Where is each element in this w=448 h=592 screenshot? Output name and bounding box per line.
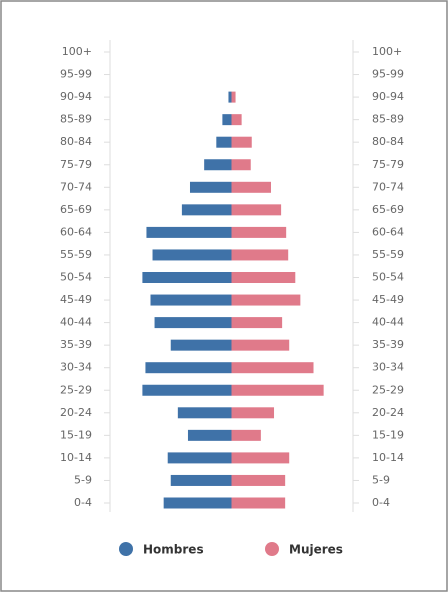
y-tick-label: 35-39 bbox=[60, 338, 92, 351]
bar bbox=[189, 181, 232, 193]
y-tick-label: 5-9 bbox=[372, 473, 390, 486]
bar bbox=[154, 317, 232, 329]
y-tick-label: 80-84 bbox=[60, 135, 92, 148]
y-tick-label: 30-34 bbox=[372, 361, 404, 374]
bar bbox=[231, 362, 314, 374]
y-tick-label: 95-99 bbox=[60, 68, 92, 81]
bar bbox=[181, 204, 232, 216]
bar bbox=[231, 497, 286, 509]
bar bbox=[167, 452, 232, 464]
bar bbox=[150, 294, 232, 306]
y-tick-label: 35-39 bbox=[372, 338, 404, 351]
y-tick-label: 90-94 bbox=[372, 90, 404, 103]
bar bbox=[152, 249, 232, 261]
y-tick-label: 10-14 bbox=[372, 451, 404, 464]
y-tick-label: 45-49 bbox=[60, 293, 92, 306]
y-tick-label: 50-54 bbox=[372, 271, 404, 284]
bar bbox=[146, 226, 232, 238]
y-tick-label: 40-44 bbox=[372, 316, 404, 329]
y-tick-label: 0-4 bbox=[372, 496, 390, 509]
bar bbox=[216, 136, 232, 148]
y-tick-label: 70-74 bbox=[60, 180, 92, 193]
y-tick-label: 90-94 bbox=[60, 90, 92, 103]
y-tick-label: 100+ bbox=[372, 45, 402, 58]
y-tick-label: 65-69 bbox=[372, 203, 404, 216]
bar bbox=[170, 339, 232, 351]
y-tick-label: 25-29 bbox=[60, 383, 92, 396]
bar bbox=[231, 474, 286, 486]
y-tick-label: 100+ bbox=[62, 45, 92, 58]
bar bbox=[163, 497, 232, 509]
bar bbox=[142, 272, 232, 283]
bar bbox=[231, 114, 242, 126]
bar bbox=[231, 339, 290, 351]
y-tick-label: 95-99 bbox=[372, 68, 404, 81]
bar bbox=[170, 474, 232, 486]
bar bbox=[231, 159, 251, 171]
y-tick-label: 75-79 bbox=[60, 158, 92, 171]
bar bbox=[231, 204, 282, 216]
y-tick-label: 10-14 bbox=[60, 451, 92, 464]
y-tick-label: 5-9 bbox=[74, 473, 92, 486]
y-tick-label: 40-44 bbox=[60, 316, 92, 329]
bar bbox=[231, 452, 290, 464]
y-tick-label: 65-69 bbox=[60, 203, 92, 216]
bar bbox=[222, 114, 232, 126]
y-tick-label: 20-24 bbox=[60, 406, 92, 419]
y-tick-label: 25-29 bbox=[372, 383, 404, 396]
y-tick-label: 80-84 bbox=[372, 135, 404, 148]
y-tick-label: 20-24 bbox=[372, 406, 404, 419]
bar bbox=[231, 91, 236, 103]
y-tick-label: 85-89 bbox=[372, 113, 404, 126]
bar bbox=[204, 159, 232, 171]
y-tick-label: 15-19 bbox=[372, 428, 404, 441]
legend-marker bbox=[265, 542, 279, 556]
bar bbox=[231, 272, 296, 283]
y-tick-label: 55-59 bbox=[372, 248, 404, 261]
y-tick-label: 0-4 bbox=[74, 496, 92, 509]
y-tick-label: 50-54 bbox=[60, 271, 92, 284]
bar bbox=[187, 429, 232, 441]
y-tick-label: 30-34 bbox=[60, 361, 92, 374]
y-tick-label: 60-64 bbox=[60, 225, 92, 238]
bar bbox=[231, 407, 275, 419]
bar bbox=[231, 226, 287, 238]
bar bbox=[231, 317, 283, 329]
y-tick-label: 60-64 bbox=[372, 225, 404, 238]
y-tick-label: 15-19 bbox=[60, 428, 92, 441]
bar bbox=[231, 384, 324, 396]
legend-label: Mujeres bbox=[289, 543, 343, 557]
legend-label: Hombres bbox=[143, 543, 204, 557]
y-tick-label: 75-79 bbox=[372, 158, 404, 171]
bar bbox=[142, 384, 232, 396]
bar bbox=[231, 294, 301, 306]
y-tick-label: 70-74 bbox=[372, 180, 404, 193]
bar bbox=[145, 362, 232, 374]
bar bbox=[231, 249, 289, 261]
bar bbox=[177, 407, 232, 419]
bar bbox=[228, 91, 232, 103]
bar bbox=[231, 181, 271, 193]
y-tick-label: 55-59 bbox=[60, 248, 92, 261]
legend-marker bbox=[119, 542, 133, 556]
y-tick-label: 45-49 bbox=[372, 293, 404, 306]
bar bbox=[231, 136, 252, 148]
y-tick-label: 85-89 bbox=[60, 113, 92, 126]
bar bbox=[231, 429, 261, 441]
